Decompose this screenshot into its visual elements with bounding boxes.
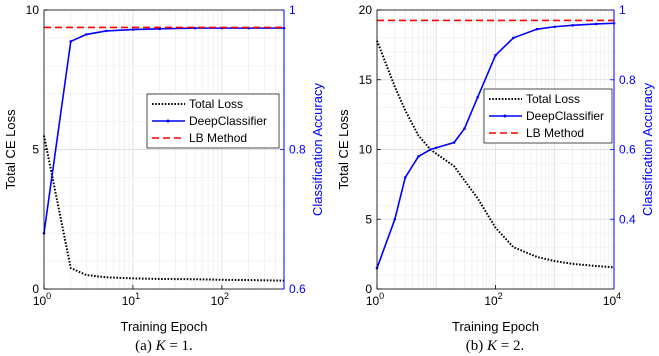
data-point <box>403 176 407 179</box>
data-point <box>417 155 420 158</box>
x-tick-base: 10 <box>33 294 47 308</box>
data-point <box>476 95 479 99</box>
caption-variable: K <box>155 338 167 354</box>
grid <box>376 9 615 290</box>
right-y-tick-label: 0.6 <box>619 143 636 157</box>
data-point <box>512 36 515 40</box>
data-point <box>494 54 497 57</box>
series-layer <box>375 19 616 270</box>
data-point <box>594 22 598 26</box>
x-tick-label: 100 <box>33 291 51 308</box>
caption-variable: K <box>486 338 498 354</box>
x-tick-base: 10 <box>211 294 225 308</box>
data-point <box>553 25 557 29</box>
x-tick-exponent: 2 <box>498 291 503 301</box>
legend: Total Loss DeepClassifier LB Method <box>483 88 613 144</box>
data-point <box>193 26 197 30</box>
legend-entry-label: LB Method <box>526 126 584 140</box>
left-y-tick-label: 5 <box>32 143 39 157</box>
data-point <box>104 29 108 33</box>
data-point <box>393 217 397 221</box>
left-y-tick-label: 10 <box>26 3 40 17</box>
data-point <box>69 40 73 43</box>
x-tick-exponent: 0 <box>379 291 384 301</box>
x-tick-label: 102 <box>484 291 502 308</box>
x-tick-exponent: 1 <box>135 291 140 301</box>
x-tick-label: 101 <box>122 291 140 308</box>
left-y-axis-label: Total CE Loss <box>336 109 351 190</box>
x-tick-base: 10 <box>484 294 498 308</box>
legend: Total Loss DeepClassifier LB Method <box>146 93 280 149</box>
caption: (a) K = 1. <box>135 338 193 354</box>
right-y-tick-label: 0.8 <box>289 143 306 157</box>
x-axis-label: Training Epoch <box>452 319 539 334</box>
x-tick-exponent: 2 <box>224 291 229 301</box>
left-y-tick-label: 15 <box>359 73 373 87</box>
legend-entry-label: Total Loss <box>189 97 243 111</box>
caption-equation: = 2. <box>497 338 524 354</box>
left-y-axis-label: Total CE Loss <box>3 109 18 190</box>
right-y-axis-label: Classification Accuracy <box>310 83 325 216</box>
caption-equation: = 1. <box>166 338 193 354</box>
left-y-tick-label: 0 <box>365 282 372 296</box>
data-point <box>463 127 466 130</box>
legend-entry-label: Total Loss <box>526 92 580 106</box>
left-y-tick-label: 5 <box>365 212 372 226</box>
x-tick-exponent: 4 <box>616 291 621 301</box>
right-y-tick-label: 0.8 <box>619 73 636 87</box>
right-y-tick-label: 0.4 <box>619 212 636 226</box>
caption-prefix: (b) <box>466 338 487 354</box>
data-point <box>429 148 432 151</box>
data-point <box>571 24 574 27</box>
legend-entry-label: DeepClassifier <box>526 109 604 123</box>
left-y-tick-label: 10 <box>359 143 373 157</box>
x-tick-label: 102 <box>211 291 229 308</box>
data-point <box>131 28 135 31</box>
data-point <box>85 33 88 36</box>
x-tick-base: 10 <box>366 294 380 308</box>
series-line-deepclassifier <box>376 22 615 269</box>
series-layer <box>42 26 286 282</box>
x-tick-exponent: 0 <box>46 291 51 301</box>
x-tick-base: 10 <box>122 294 136 308</box>
legend-entry-label: LB Method <box>189 131 247 145</box>
right-y-tick-label: 1 <box>619 3 626 17</box>
legend-marker <box>503 114 507 118</box>
data-point <box>434 146 438 150</box>
legend-entry-label: DeepClassifier <box>189 114 267 128</box>
left-y-tick-label: 20 <box>359 3 373 17</box>
data-point <box>452 141 456 144</box>
right-y-axis-label: Classification Accuracy <box>640 83 655 216</box>
caption-prefix: (a) <box>135 338 155 354</box>
left-y-tick-label: 0 <box>32 282 39 296</box>
caption: (b) K = 2. <box>466 338 524 354</box>
right-y-tick-label: 1 <box>289 3 296 17</box>
x-tick-base: 10 <box>603 294 617 308</box>
series-line-total-loss <box>43 135 285 282</box>
grid <box>43 9 285 290</box>
right-y-tick-label: 0.6 <box>289 282 306 296</box>
data-point <box>535 27 539 31</box>
x-tick-label: 104 <box>603 291 621 308</box>
x-tick-label: 100 <box>366 291 384 308</box>
series-line-total-loss <box>376 40 615 269</box>
x-axis-label: Training Epoch <box>121 319 208 334</box>
legend-marker <box>166 119 170 123</box>
